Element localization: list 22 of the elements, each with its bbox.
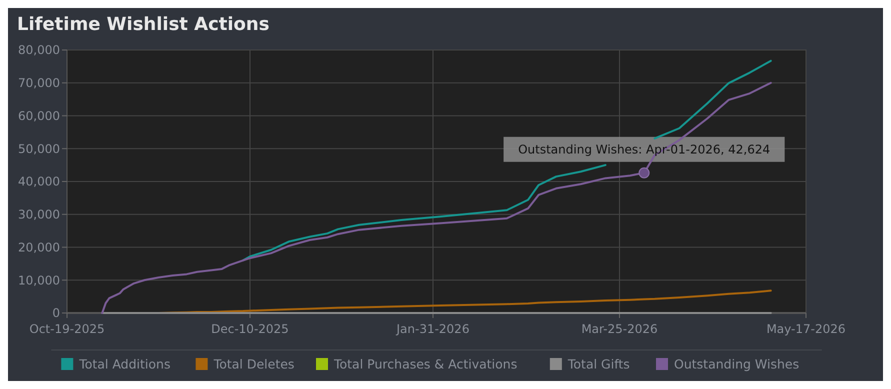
legend-label: Outstanding Wishes [674, 356, 800, 372]
y-tick-label: 50,000 [18, 142, 60, 156]
y-tick-label: 40,000 [18, 174, 60, 189]
x-tick-label: Dec-10-2025 [211, 322, 289, 336]
y-tick-label: 20,000 [18, 240, 60, 254]
x-tick-label: Mar-25-2026 [581, 322, 658, 336]
legend-label: Total Deletes [212, 356, 294, 372]
x-tick-label: Jan-31-2026 [395, 322, 470, 336]
legend-label: Total Additions [78, 356, 170, 372]
y-tick-label: 0 [52, 306, 60, 320]
x-tick-label: May-17-2026 [766, 322, 846, 336]
y-tick-label: 10,000 [18, 273, 60, 288]
y-tick-label: 30,000 [18, 208, 60, 222]
annotation: Outstanding Wishes: Apr-01-2026, 42,624 [518, 142, 770, 157]
y-tick-label: 60,000 [18, 108, 60, 123]
y-tick-label: 80,000 [18, 43, 60, 58]
line-series [101, 82, 772, 314]
legend-label: Total Gifts [566, 356, 630, 372]
x-tick-label: Oct-19-2025 [29, 322, 105, 336]
chart-title: Lifetime Wishlist Actions [17, 14, 270, 35]
y-tick-label: 70,000 [18, 76, 60, 90]
legend-label: Total Purchases & Activations [333, 356, 518, 372]
